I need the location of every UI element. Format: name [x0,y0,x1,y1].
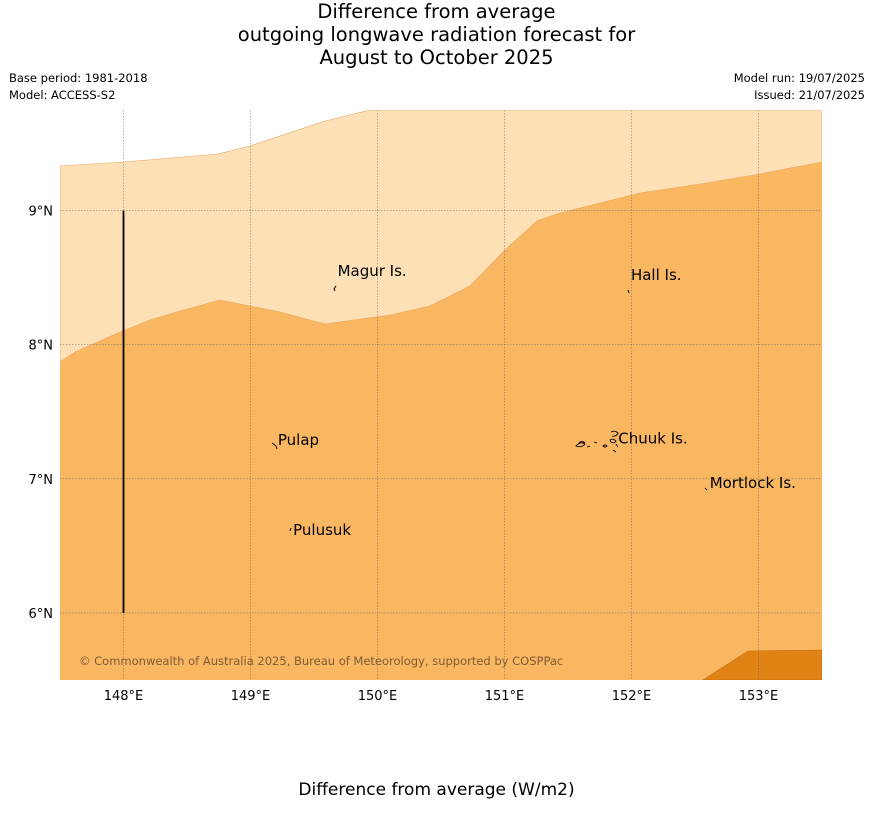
place-label-mortlock-is: Mortlock Is. [710,474,796,492]
magur-island-shape [333,285,337,292]
lon-tick-label: 153°E [739,689,779,704]
place-label-hall-is: Hall Is. [631,266,682,284]
zone-10-to-15 [702,649,822,680]
lon-tick-label: 148°E [104,689,144,704]
axis-labels: 148°E 149°E 150°E 151°E 152°E 153°E 6°N 7°N 8°N 9… [29,205,779,704]
meta-left: Base period: 1981-2018 Model: ACCESS-S2 [9,70,148,104]
lon-tick-label: 152°E [612,689,652,704]
base-period: Base period: 1981-2018 [9,71,148,85]
mortlock-island-shape [704,487,708,491]
issued-date: Issued: 21/07/2025 [754,88,865,102]
place-labels: Magur Is. Hall Is. Pulap Chuuk Is. Mortlock … [278,262,796,539]
place-label-pulusuk: Pulusuk [293,521,351,539]
colorbar-title: Difference from average (W/m2) [298,780,575,800]
hall-island-shape [627,289,630,294]
title-line-3: August to October 2025 [319,46,554,69]
model-name: Model: ACCESS-S2 [9,88,116,102]
place-label-magur-is: Magur Is. [338,262,407,280]
lat-tick-label: 9°N [29,205,54,220]
model-run: Model run: 19/07/2025 [733,71,865,85]
lat-tick-label: 6°N [29,607,54,622]
pulusuk-island-shape [289,527,292,532]
lon-tick-label: 149°E [231,689,271,704]
title-line-1: Difference from average [317,0,556,23]
place-label-pulap: Pulap [278,431,319,449]
place-label-chuuk-is: Chuuk Is. [618,430,687,448]
copyright-notice: © Commonwealth of Australia 2025, Bureau… [79,654,563,668]
forecast-map: Magur Is. Hall Is. Pulap Chuuk Is. Mortlock … [29,110,822,704]
map-title: Difference from average outgoing longwav… [0,0,873,69]
title-line-2: outgoing longwave radiation forecast for [237,23,636,46]
pulap-island-shape [271,442,278,450]
island-outlines [271,285,708,532]
no-data-area [60,110,370,166]
lon-tick-label: 151°E [485,689,525,704]
lon-tick-label: 150°E [358,689,398,704]
map-area: Magur Is. Hall Is. Pulap Chuuk Is. Mortlock … [60,110,822,680]
lat-tick-label: 7°N [29,473,54,488]
no-data-boundary [60,110,371,167]
chuuk-lagoon-shape [575,430,619,453]
lat-tick-label: 8°N [29,339,54,354]
meta-right: Model run: 19/07/2025 Issued: 21/07/2025 [734,70,865,104]
